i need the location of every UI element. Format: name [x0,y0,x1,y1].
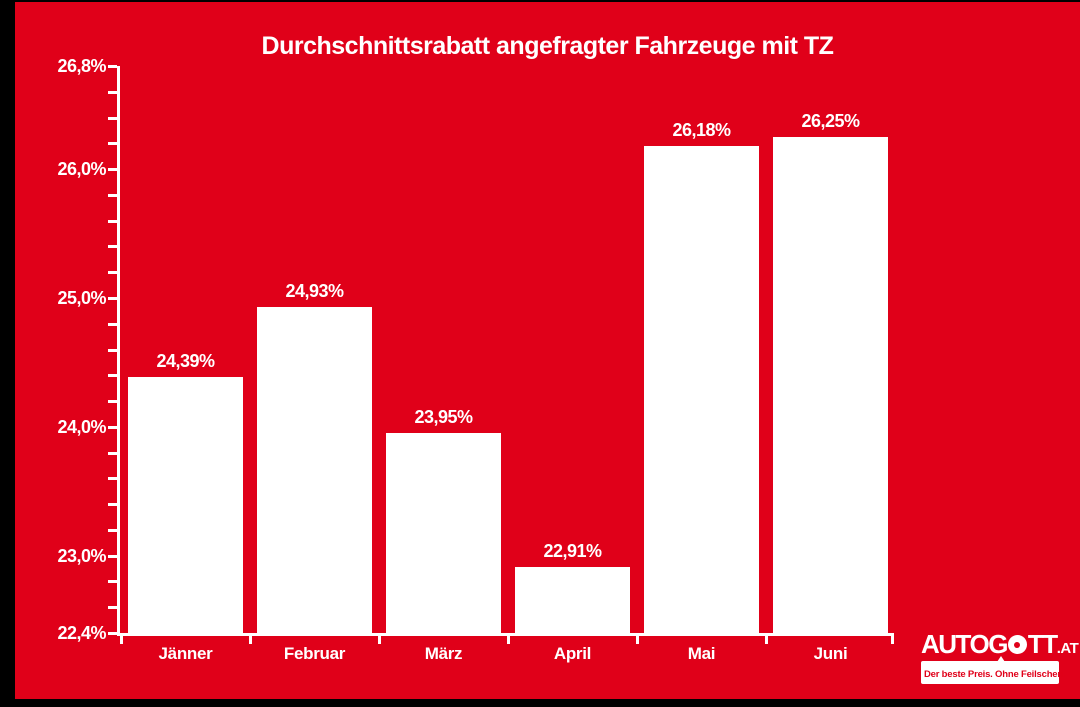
chart-title: Durchschnittsrabatt angefragter Fahrzeug… [261,32,834,60]
y-axis-tick [108,580,117,583]
y-axis-tick [108,297,117,300]
chart-canvas: Durchschnittsrabatt angefragter Fahrzeug… [15,2,1080,699]
x-axis-category-label: Jänner [158,644,213,663]
y-axis-tick [108,452,117,455]
y-axis-tick [108,91,117,94]
x-axis-category-label: Mai [687,644,716,663]
x-axis-category-label: Februar [283,644,346,663]
x-axis-tick [765,636,768,644]
y-axis-tick-label: 25,0% [57,288,106,308]
bar [773,137,888,636]
y-axis-tick [108,374,117,377]
autogott-logo: AUTOG TT.AT Der beste Preis. Ohne Feilsch… [921,631,1080,684]
bar-value-label: 23,95% [414,407,473,427]
bar-value-label: 22,91% [543,541,602,561]
x-axis-tick [378,636,381,644]
bar [644,146,759,636]
logo-tagline-bubble: Der beste Preis. Ohne Feilschen. [921,656,1066,684]
y-axis-tick-label: 26,8% [57,56,106,76]
x-axis-category-label: April [553,644,592,663]
y-axis-tick [108,65,117,68]
y-axis-line [117,66,120,636]
y-axis-tick-label: 26,0% [57,159,106,179]
bar [257,307,372,636]
y-axis-tick [108,529,117,532]
y-axis-tick [108,117,117,120]
bar [128,377,243,636]
x-axis-tick [249,636,252,644]
y-axis-tick [108,349,117,352]
y-axis-tick [108,142,117,145]
y-axis-tick [108,323,117,326]
x-axis-tick [636,636,639,644]
y-axis-tick [108,245,117,248]
y-axis-tick [108,555,117,558]
y-axis-tick [108,271,117,274]
x-axis-tick [120,636,123,644]
x-axis-category-label: März [424,644,463,663]
wordmark-tld: .AT [1056,640,1079,657]
logo-eye-pupil [1014,641,1021,648]
x-axis-tick [507,636,510,644]
y-axis-tick-label: 23,0% [57,546,106,566]
y-axis-tick [108,426,117,429]
autogott-wordmark: AUTOG TT.AT [921,631,1080,657]
bar-value-label: 24,39% [156,351,215,371]
bar-value-label: 26,18% [672,120,731,140]
y-axis-tick [108,632,117,635]
y-axis-tick [108,477,117,480]
bar-value-label: 24,93% [285,281,344,301]
y-axis-tick [108,400,117,403]
x-axis-category-label: Juni [813,644,848,663]
bar [515,567,630,636]
x-axis-line [117,633,894,636]
y-axis-tick [108,606,117,609]
y-axis-tick [108,194,117,197]
x-axis-tick [891,636,894,644]
y-axis-tick-label: 22,4% [57,623,106,643]
y-axis-tick [108,220,117,223]
bar [386,433,501,636]
logo-tagline-text: Der beste Preis. Ohne Feilschen. [924,669,1066,680]
y-axis-tick [108,168,117,171]
bar-value-label: 26,25% [801,111,860,131]
logo-eye-icon [1007,635,1027,654]
y-axis-tick-label: 24,0% [57,417,106,437]
y-axis-tick [108,503,117,506]
wordmark-text-left: AUTOG [921,629,1008,659]
wordmark-text-right: TT [1027,629,1058,659]
